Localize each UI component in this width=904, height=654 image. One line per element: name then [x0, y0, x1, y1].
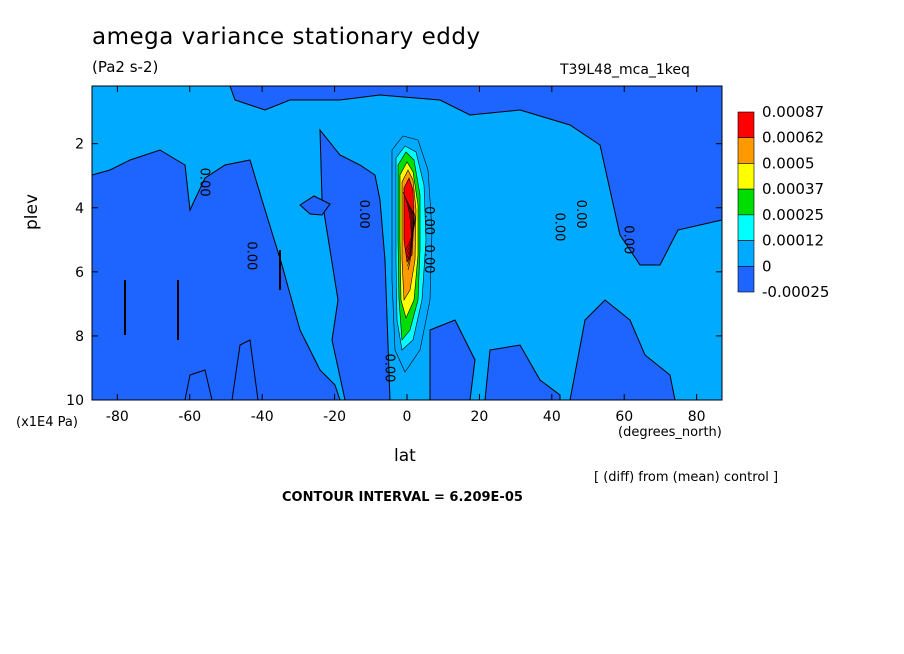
legend-label: 0.00062	[762, 129, 824, 147]
x-axis-units: (degrees_north)	[618, 425, 722, 440]
chart-title: amega variance stationary eddy	[92, 24, 481, 50]
legend-swatch	[737, 240, 755, 267]
contour-label: 0.00	[197, 168, 212, 197]
y-tick-label: 4	[75, 201, 84, 217]
negative-region	[229, 86, 722, 266]
contour-label: 0.00	[573, 200, 588, 229]
x-axis-label: lat	[394, 446, 416, 466]
y-tick-label: 8	[75, 329, 84, 345]
negative-region	[184, 369, 213, 400]
legend-swatch	[737, 163, 755, 190]
legend-label: 0.0005	[762, 154, 815, 172]
x-tick-label: 20	[470, 409, 488, 425]
legend-swatch	[737, 137, 755, 164]
legend-label: 0.00087	[762, 103, 824, 121]
legend-swatch	[737, 214, 755, 241]
contour-label: 0.00	[551, 213, 566, 242]
y-axis-label: plev	[22, 193, 42, 230]
contour-label: 0.00	[381, 353, 396, 382]
contour-line	[405, 199, 413, 263]
contour-line	[406, 203, 414, 259]
x-tick-label: -80	[106, 409, 129, 425]
contour-label: 0.00	[356, 200, 371, 229]
legend-label: 0.00025	[762, 206, 824, 224]
contour-labels: 0.00 0.00 0.00 0.00 0.00 0.00 0.00 0.00 0.00	[197, 168, 636, 383]
plot-area	[92, 86, 722, 400]
y-axis: 2 4 6 8 10	[66, 137, 722, 409]
contour-label: 0.00	[421, 206, 436, 235]
y-axis-scale: (x1E4 Pa)	[16, 415, 78, 430]
legend-swatch	[737, 265, 755, 293]
negative-region	[484, 344, 561, 400]
x-tick-label: 60	[615, 409, 633, 425]
y-tick-label: 2	[75, 137, 84, 153]
x-tick-label: 80	[688, 409, 706, 425]
x-tick-label: 0	[403, 409, 412, 425]
x-tick-label: -40	[251, 409, 274, 425]
negative-region	[569, 299, 676, 400]
contour-label: 0.00	[620, 225, 635, 254]
legend-label: -0.00025	[762, 283, 829, 301]
chart-units: (Pa2 s-2)	[92, 58, 159, 76]
negative-region	[299, 195, 331, 216]
run-id: T39L48_mca_1keq	[560, 62, 690, 78]
contour-label: 0.00	[244, 241, 259, 270]
negative-region	[92, 86, 341, 400]
legend-swatch	[737, 111, 755, 139]
contour-interval: CONTOUR INTERVAL = 6.209E-05	[282, 490, 523, 505]
negative-region	[231, 339, 259, 400]
contour-label: 0.00	[421, 245, 436, 274]
legend-label: 0	[762, 257, 772, 275]
legend-label: 0.00012	[762, 232, 824, 250]
x-axis: -80 -60 -40 -20 0 20 40 60 80	[106, 86, 706, 425]
y-tick-label: 6	[75, 265, 84, 281]
contour-line	[405, 211, 416, 251]
x-tick-label: -20	[323, 409, 346, 425]
x-tick-label: 40	[543, 409, 561, 425]
negative-region	[429, 319, 476, 400]
negative-region	[319, 128, 391, 400]
diff-note: [ (diff) from (mean) control ]	[594, 470, 779, 485]
legend-label: 0.00037	[762, 180, 824, 198]
x-tick-label: -60	[178, 409, 201, 425]
y-tick-label: 10	[66, 393, 84, 409]
legend-swatch	[737, 188, 755, 216]
color-legend: 0.00087 0.00062 0.0005 0.00037 0.00025 0.0001…	[737, 103, 829, 301]
